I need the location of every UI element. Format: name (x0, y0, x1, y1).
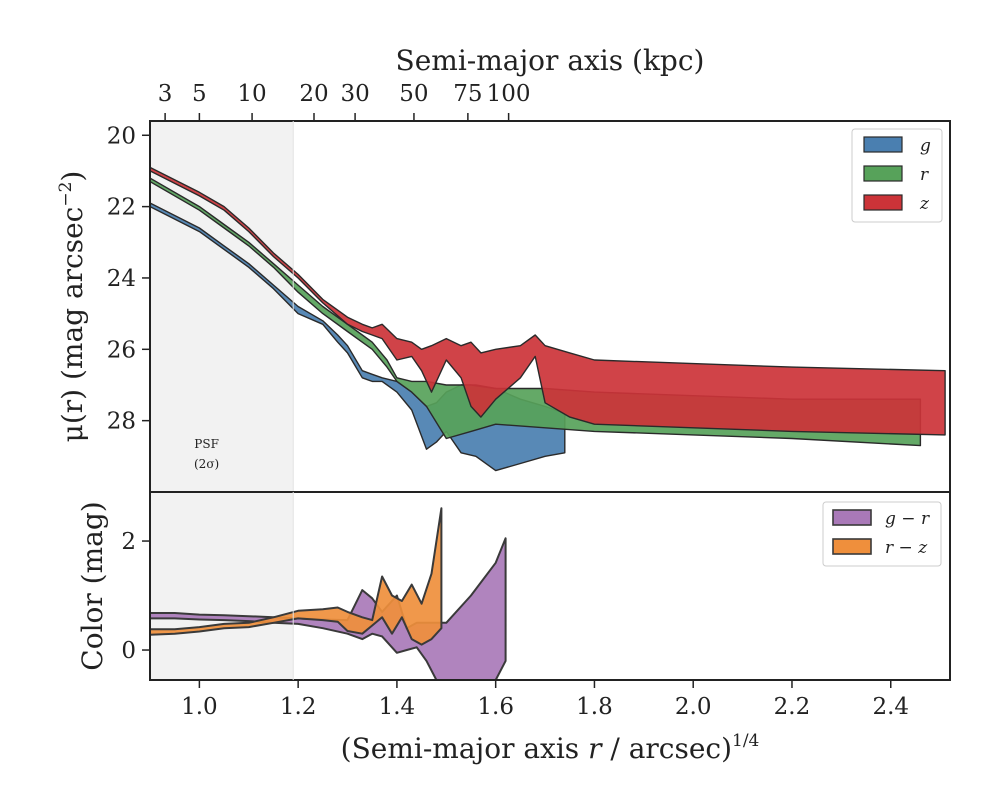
top-panel: 20 22 24 26 28 3 5 10 20 30 50 75 100 PSF (2σ) Semi… (56, 44, 951, 493)
bottom-x-axis-title: (Semi-major axis r / arcsec)1/4 (341, 731, 760, 765)
x-tick-label: 1.8 (576, 694, 613, 720)
top-y-axis-title-sup: −2 (56, 182, 76, 207)
top-y-axis-title-main: μ(r) (mag arcsec (56, 207, 89, 443)
y-tick-label: 28 (107, 409, 136, 435)
color-legend-swatch (832, 538, 872, 555)
color-y-tick-label: 0 (121, 638, 136, 664)
bottom-panel: 02 1.0 1.2 1.4 1.6 1.8 2.0 2.2 2.4 Color (mag) … (76, 491, 951, 765)
bottom-x-axis-title-main: (Semi-major axis (341, 732, 588, 765)
kpc-tick-label: 75 (453, 81, 482, 107)
bottom-x-axis-title-rest: / arcsec) (601, 732, 732, 765)
bottom-series-group (150, 507, 507, 680)
bottom-x-axis-title-var: r (588, 732, 603, 765)
x-tick-label: 1.2 (280, 694, 317, 720)
bottom-y-axis-title: Color (mag) (76, 501, 109, 670)
color-legend-label: g − r (885, 509, 930, 529)
kpc-tick-label: 50 (399, 81, 428, 107)
x-tick-label: 2.0 (675, 694, 712, 720)
x-tick-label: 1.4 (379, 694, 416, 720)
legend-label-g: g (920, 136, 931, 156)
color-y-tick-label: 2 (121, 529, 136, 555)
x-tick-label: 2.2 (774, 694, 811, 720)
legend-label-z: z (919, 194, 930, 214)
bottom-x-axis-title-sup: 1/4 (732, 731, 759, 751)
top-y-axis-title: μ(r) (mag arcsec−2) (56, 171, 89, 443)
kpc-tick-label: 30 (340, 81, 369, 107)
top-series-group (150, 166, 946, 472)
series-band-z (150, 166, 946, 436)
top-kpc-ticks: 3 5 10 20 30 50 75 100 (158, 81, 531, 121)
y-tick-label: 26 (107, 337, 136, 363)
top-axis-title: Semi-major axis (kpc) (396, 44, 705, 77)
color-band-r-z (150, 507, 443, 646)
x-tick-label: 2.4 (872, 694, 909, 720)
legend-swatch-g (863, 136, 903, 153)
psf-shade-top (150, 121, 294, 492)
y-tick-label: 20 (107, 123, 136, 149)
kpc-tick-label: 10 (237, 81, 266, 107)
psf-shade-bottom (150, 492, 294, 680)
legend-label-r: r (920, 165, 929, 185)
y-tick-label: 22 (107, 195, 136, 221)
legend-swatch-z (863, 194, 903, 211)
bottom-legend: g − r r − z (822, 501, 942, 567)
legend-swatch-r (863, 165, 903, 182)
kpc-tick-label: 5 (192, 81, 207, 107)
top-legend: grz (851, 128, 943, 223)
kpc-tick-label: 3 (158, 81, 173, 107)
x-tick-label: 1.6 (477, 694, 514, 720)
top-y-ticks: 20 22 24 26 28 (107, 123, 150, 435)
kpc-tick-label: 100 (487, 81, 531, 107)
psf-label-line1: PSF (194, 437, 219, 451)
bottom-y-ticks: 02 (121, 529, 150, 664)
bottom-x-ticks: 1.0 1.2 1.4 1.6 1.8 2.0 2.2 2.4 (181, 680, 909, 720)
top-y-axis-title-close: ) (56, 171, 89, 182)
x-tick-label: 1.0 (181, 694, 218, 720)
bottom-axes-frame (149, 491, 951, 681)
y-tick-label: 24 (107, 266, 136, 292)
kpc-tick-label: 20 (299, 81, 328, 107)
psf-label-line2: (2σ) (194, 457, 219, 471)
color-legend-swatch (832, 509, 872, 526)
color-legend-label: r − z (885, 538, 928, 558)
